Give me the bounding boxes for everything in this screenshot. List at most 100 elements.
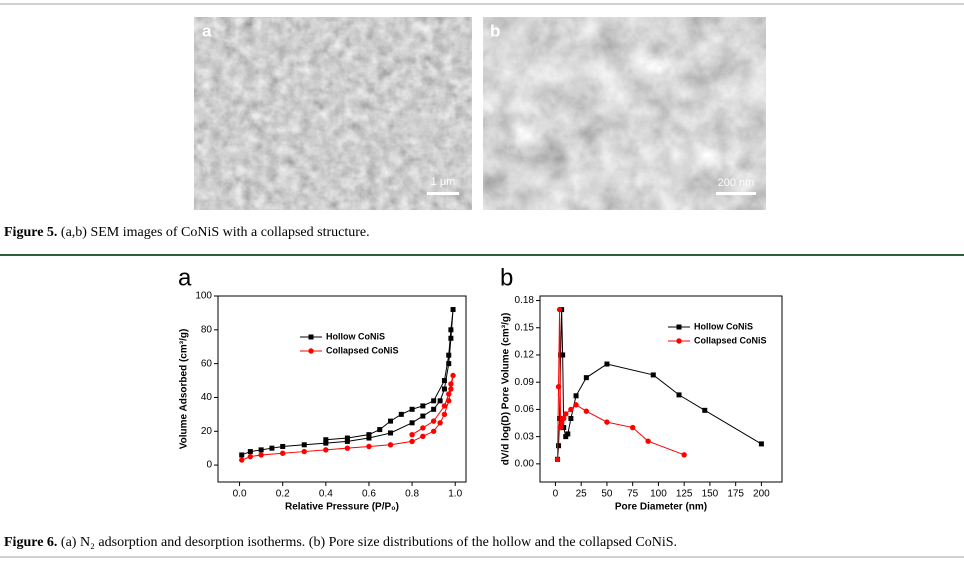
panel-label: a [178,264,192,291]
marker [366,432,372,438]
marker [279,450,286,456]
caption-text: (a) N₂ adsorption and desorption isother… [61,535,677,550]
marker [409,406,415,412]
marker [681,452,687,458]
marker [420,433,426,440]
marker [557,415,563,421]
y-tick-label: 0.09 [515,377,535,388]
caption-label: Figure 6. [4,535,57,550]
marker [573,393,579,399]
marker [556,306,563,313]
scale-bar [716,192,756,195]
marker [568,406,574,413]
marker [560,415,567,422]
marker [583,408,590,414]
marker [446,398,452,404]
x-tick-label: 0.4 [319,489,333,500]
caption-label: Figure 5. [4,225,57,240]
marker [554,456,561,463]
marker [301,448,307,455]
marker [388,430,394,436]
marker [239,457,245,463]
marker [437,420,443,426]
marker [568,415,574,421]
marker [258,452,264,458]
marker [344,438,350,444]
legend-label: Collapsed CoNiS [326,345,399,355]
marker [409,431,415,438]
panel-label: b [490,21,500,40]
marker [323,447,329,453]
y-tick-label: 100 [195,291,212,302]
x-tick-label: 0 [553,489,559,500]
sem-image [483,17,766,210]
marker [604,419,610,425]
marker [258,447,264,453]
marker [366,443,372,450]
caption: Figure 6. (a) N₂ adsorption and desorpti… [4,535,677,550]
x-tick-label: 75 [627,489,639,500]
marker [301,442,307,448]
marker [430,418,437,424]
scale-bar-label: 1 μm [431,176,456,188]
marker [556,443,562,449]
y-tick-label: 0.18 [515,295,535,306]
caption: Figure 5. (a,b) SEM images of CoNiS with… [4,225,370,240]
x-tick-label: 0.0 [233,489,247,500]
series-line [557,309,685,460]
marker [448,386,454,392]
marker [555,384,562,390]
marker [377,427,383,433]
x-tick-label: 0.6 [362,489,376,500]
plot-frame [217,295,467,483]
y-tick-label: 40 [201,392,213,403]
marker [280,443,286,449]
marker [344,445,351,451]
marker [431,406,437,412]
marker [431,398,437,404]
y-tick-label: 0.06 [515,404,535,415]
marker [558,420,565,426]
marker [758,441,764,447]
x-tick-label: 150 [702,489,719,500]
marker [450,372,456,379]
plot-frame [539,295,783,483]
scale-bar [427,192,459,195]
x-tick-label: 0.8 [405,489,419,500]
marker [269,445,275,451]
marker [388,418,394,424]
legend-marker [308,348,314,354]
y-tick-label: 0.12 [515,350,535,361]
marker [446,352,452,358]
x-tick-label: 1.0 [448,489,462,500]
x-axis-label: Pore Diameter (nm) [615,502,707,513]
panel-label: a [202,21,212,40]
panel-label: b [500,264,513,291]
sem-image [194,17,472,210]
y-axis-label: Volume Adsorbed (cm³/g) [179,329,190,450]
marker [650,372,656,378]
marker [446,361,452,367]
marker [323,437,329,443]
legend-marker [308,334,314,340]
marker [437,398,443,404]
y-axis-label: dV/d log(D) Pore Volume (cm³/g) [501,313,512,466]
legend-marker [676,324,682,330]
marker [676,392,682,398]
marker [560,352,566,358]
marker [604,361,610,367]
marker [645,438,651,444]
marker [441,403,448,409]
marker [247,453,254,460]
marker [387,442,394,448]
y-tick-label: 0 [206,460,212,471]
y-tick-label: 0.15 [515,322,535,333]
marker [441,378,447,384]
marker [344,435,350,441]
marker [441,411,448,418]
legend-label: Hollow CoNiS [694,321,753,331]
x-tick-label: 0.2 [276,489,290,500]
x-tick-label: 175 [727,489,744,500]
marker [420,413,426,419]
